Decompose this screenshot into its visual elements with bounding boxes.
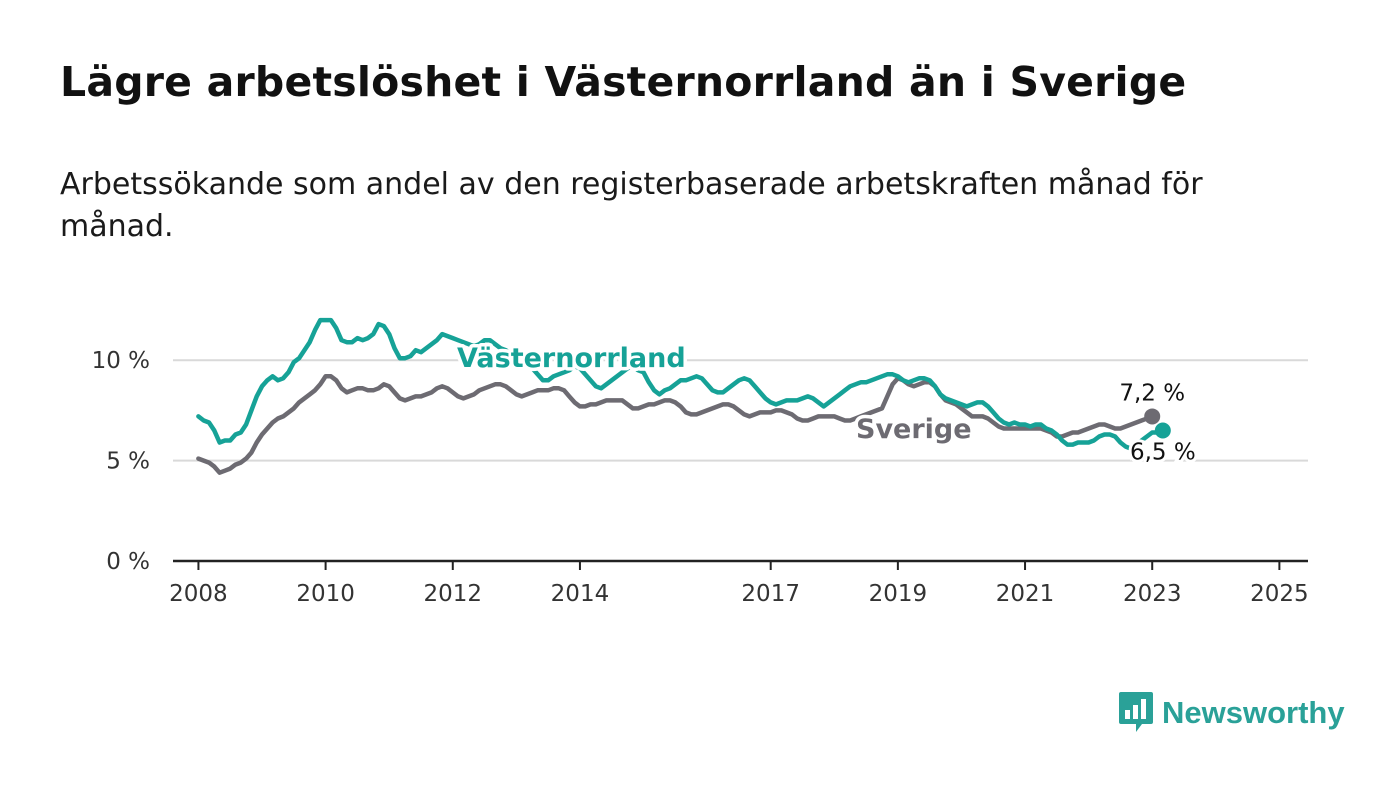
end-marker-vasternorrland [1154, 422, 1171, 439]
end-label-sverige: 7,2 % [1119, 380, 1185, 406]
chart-subtitle: Arbetssökande som andel av den registerb… [60, 167, 1203, 244]
x-tick-label: 2010 [296, 581, 355, 607]
series-label-vasternorrland: Västernorrland [457, 343, 686, 374]
x-tick-label: 2008 [169, 581, 228, 607]
x-tick-label: 2012 [424, 581, 483, 607]
brand-name: Newsworthy [1162, 695, 1345, 730]
bar-chart-speech-bubble-icon [1119, 692, 1153, 732]
y-tick-label: 5 % [106, 449, 150, 475]
series-line-vsternorrland [196, 317, 1166, 451]
x-tick-label: 2025 [1250, 581, 1309, 607]
end-marker-sverige [1144, 408, 1161, 425]
x-tick-label: 2017 [741, 581, 800, 607]
x-tick-label: 2019 [869, 581, 928, 607]
x-tick-label: 2014 [551, 581, 610, 607]
series-line-sverige [196, 374, 1155, 475]
x-tick-label: 2021 [996, 581, 1055, 607]
y-tick-label: 0 % [106, 549, 150, 575]
y-tick-label: 10 % [92, 348, 150, 374]
chart-title: Lägre arbetslöshet i Västernorrland än i… [60, 58, 1187, 106]
x-tick-label: 2023 [1123, 581, 1182, 607]
series-label-sverige: Sverige [856, 414, 972, 445]
end-label-vasternorrland: 6,5 % [1130, 440, 1196, 466]
newsworthy-logo: Newsworthy [1118, 690, 1345, 736]
